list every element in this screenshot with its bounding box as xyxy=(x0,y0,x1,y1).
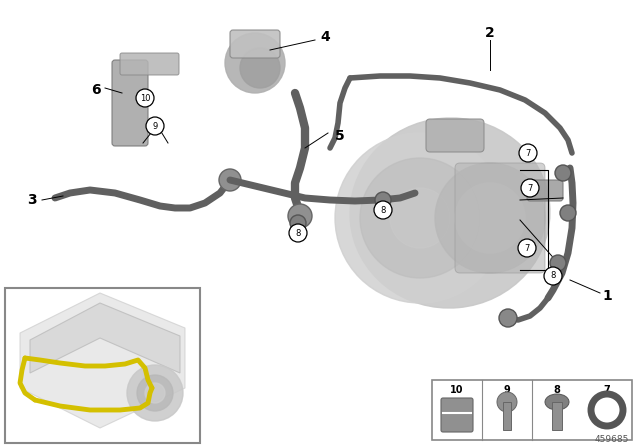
Text: 10: 10 xyxy=(140,94,150,103)
FancyBboxPatch shape xyxy=(230,30,280,58)
Circle shape xyxy=(550,255,566,271)
FancyBboxPatch shape xyxy=(455,163,545,273)
FancyBboxPatch shape xyxy=(441,398,473,432)
Text: 8: 8 xyxy=(554,385,561,395)
Circle shape xyxy=(374,201,392,219)
Polygon shape xyxy=(20,293,185,428)
Circle shape xyxy=(137,375,173,411)
Text: 7: 7 xyxy=(527,184,532,193)
Bar xyxy=(552,402,562,430)
Circle shape xyxy=(544,267,562,285)
Text: 7: 7 xyxy=(525,148,531,158)
Text: 1: 1 xyxy=(602,289,612,303)
Ellipse shape xyxy=(545,394,569,410)
FancyBboxPatch shape xyxy=(426,119,484,152)
Text: 7: 7 xyxy=(524,244,530,253)
FancyBboxPatch shape xyxy=(527,180,563,201)
Circle shape xyxy=(591,394,623,426)
Text: 459685: 459685 xyxy=(595,435,629,444)
Polygon shape xyxy=(30,303,180,373)
Text: 3: 3 xyxy=(27,193,37,207)
Circle shape xyxy=(390,188,450,248)
Text: 8: 8 xyxy=(295,228,301,237)
Circle shape xyxy=(360,158,480,278)
Circle shape xyxy=(555,165,571,181)
Text: 9: 9 xyxy=(152,121,157,130)
FancyBboxPatch shape xyxy=(120,53,179,75)
Bar xyxy=(5,288,200,443)
Circle shape xyxy=(290,215,306,231)
Circle shape xyxy=(560,205,576,221)
Circle shape xyxy=(219,169,241,191)
Circle shape xyxy=(519,144,537,162)
Text: 4: 4 xyxy=(320,30,330,44)
Circle shape xyxy=(146,117,164,135)
Circle shape xyxy=(375,192,391,208)
Circle shape xyxy=(127,365,183,421)
Text: 9: 9 xyxy=(504,385,510,395)
Circle shape xyxy=(288,204,312,228)
Circle shape xyxy=(497,392,517,412)
Text: 2: 2 xyxy=(485,26,495,40)
Circle shape xyxy=(289,224,307,242)
Circle shape xyxy=(136,89,154,107)
Circle shape xyxy=(240,48,280,88)
Text: 5: 5 xyxy=(335,129,345,143)
Text: 6: 6 xyxy=(91,83,101,97)
Text: 7: 7 xyxy=(604,385,611,395)
Text: 10: 10 xyxy=(451,385,464,395)
Circle shape xyxy=(435,163,545,273)
Ellipse shape xyxy=(350,118,550,308)
Circle shape xyxy=(225,33,285,93)
Circle shape xyxy=(518,239,536,257)
Bar xyxy=(432,380,632,440)
Circle shape xyxy=(455,183,525,253)
Circle shape xyxy=(521,179,539,197)
Text: 8: 8 xyxy=(380,206,386,215)
FancyBboxPatch shape xyxy=(112,60,148,146)
Circle shape xyxy=(335,133,505,303)
Text: 8: 8 xyxy=(550,271,556,280)
Bar xyxy=(503,402,511,430)
Circle shape xyxy=(499,309,517,327)
Circle shape xyxy=(145,383,165,403)
